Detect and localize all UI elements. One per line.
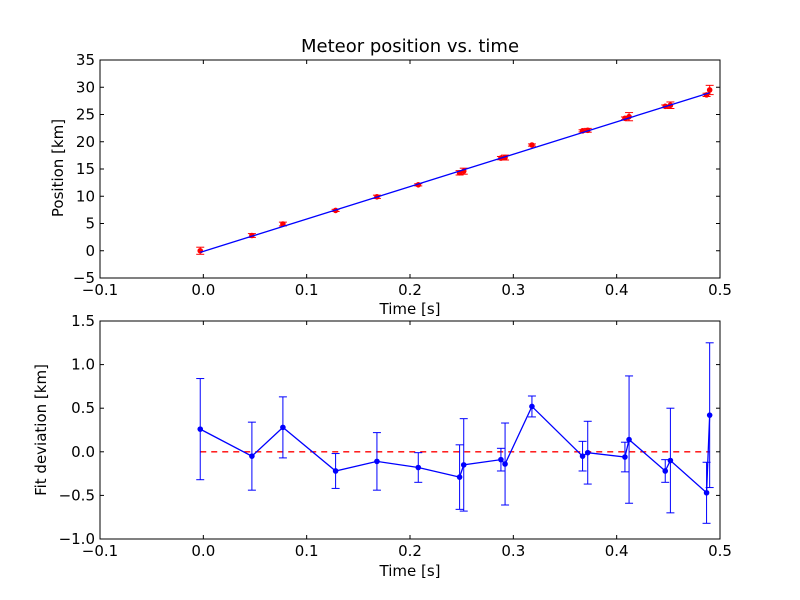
deviation-plot-deviation-line xyxy=(199,405,711,495)
deviation-plot-data-point xyxy=(662,468,669,474)
deviation-plot-y-tick-label: −1.0 xyxy=(59,530,95,548)
deviation-plot-data-point xyxy=(374,458,380,465)
position-plot-x-tick-label: 0.5 xyxy=(708,281,732,299)
deviation-plot-frame xyxy=(99,320,721,540)
deviation-plot-y-axis-label: Fit deviation [km] xyxy=(32,364,50,496)
deviation-plot-data-point xyxy=(703,489,710,496)
position-plot-ticks: −0.1 0.0 0.1 0.2 0.3 0.4 0.5 −5 0 5 10 15 20 25 30 35 xyxy=(73,51,732,299)
position-plot-x-tick-label: 0.1 xyxy=(295,281,319,299)
position-plot-x-tick-label: 0.3 xyxy=(501,281,525,299)
deviation-plot-data-point xyxy=(579,453,586,459)
deviation-plot-data-point xyxy=(415,464,422,471)
deviation-plot-x-tick-label: 0.1 xyxy=(295,542,319,560)
deviation-plot-x-axis-label: Time [s] xyxy=(379,562,441,580)
deviation-plot-x-tick-label: 0.0 xyxy=(191,542,215,560)
position-plot-y-tick-label: 5 xyxy=(85,215,95,233)
deviation-plot-data-point xyxy=(626,436,632,443)
deviation-plot-data-point xyxy=(667,457,674,464)
deviation-plot-ticks: −0.1 0.0 0.1 0.2 0.3 0.4 0.5 −1.0 −0.5 0.0 0.5 1.0 1… xyxy=(59,312,732,560)
position-plot-data-point xyxy=(529,142,535,148)
deviation-plot-y-tick-label: 0.0 xyxy=(71,443,95,461)
position-plot-x-tick-label: 0.4 xyxy=(605,281,629,299)
deviation-plot-data-point xyxy=(502,461,508,467)
position-plot-marks xyxy=(196,84,714,255)
deviation-plot-data-point xyxy=(456,474,463,480)
deviation-plot-y-tick-label: 1.5 xyxy=(71,312,95,330)
deviation-plot-x-tick-label: 0.2 xyxy=(398,542,422,560)
position-plot-y-tick-label: 10 xyxy=(76,187,95,205)
position-plot-y-tick-label: 0 xyxy=(85,242,95,260)
position-plot-frame xyxy=(99,59,721,279)
deviation-plot-data-point xyxy=(460,462,467,468)
position-plot-y-tick-label: 35 xyxy=(76,51,95,69)
deviation-plot-marks xyxy=(196,342,714,524)
deviation-plot-data-point xyxy=(622,454,628,460)
deviation-plot-x-tick-label: −0.1 xyxy=(82,542,118,560)
position-plot-x-tick-label: 0.0 xyxy=(191,281,215,299)
position-plot-x-tick-label: 0.2 xyxy=(398,281,422,299)
position-plot-y-tick-label: 30 xyxy=(76,78,95,96)
position-plot-x-tick-label: −0.1 xyxy=(82,281,118,299)
position-plot-title: Meteor position vs. time xyxy=(301,36,519,57)
position-plot-y-tick-label: 25 xyxy=(76,106,95,124)
deviation-plot-y-tick-label: −0.5 xyxy=(59,486,95,504)
deviation-plot-data-point xyxy=(280,424,286,431)
deviation-plot-x-tick-label: 0.5 xyxy=(708,542,732,560)
position-plot-y-tick-label: 20 xyxy=(76,133,95,151)
position-plot-x-axis-label: Time [s] xyxy=(379,300,441,318)
deviation-plot-y-tick-label: 0.5 xyxy=(71,399,95,417)
position-plot: Meteor position vs. time Time [s] Positi… xyxy=(49,36,732,318)
deviation-plot-x-tick-label: 0.4 xyxy=(605,542,629,560)
deviation-plot-data-point xyxy=(584,449,591,456)
deviation-plot-y-tick-label: 1.0 xyxy=(71,356,95,374)
position-plot-y-axis-label: Position [km] xyxy=(49,119,67,217)
deviation-plot-data-point xyxy=(332,468,339,474)
position-plot-y-tick-label: 15 xyxy=(76,160,95,178)
deviation-plot-data-point xyxy=(249,453,255,459)
position-plot-y-tick-label: −5 xyxy=(73,269,95,287)
deviation-plot-data-point xyxy=(197,426,204,432)
position-plot-data-point xyxy=(706,87,713,93)
deviation-plot-x-tick-label: 0.3 xyxy=(501,542,525,560)
deviation-plot: Time [s] Fit deviation [km] −0.1 0.0 0.1 0.… xyxy=(32,312,732,580)
deviation-plot-data-point xyxy=(529,403,535,410)
position-plot-fit-line xyxy=(200,92,710,254)
deviation-plot-data-point xyxy=(706,412,713,418)
deviation-plot-data-point xyxy=(498,456,504,463)
